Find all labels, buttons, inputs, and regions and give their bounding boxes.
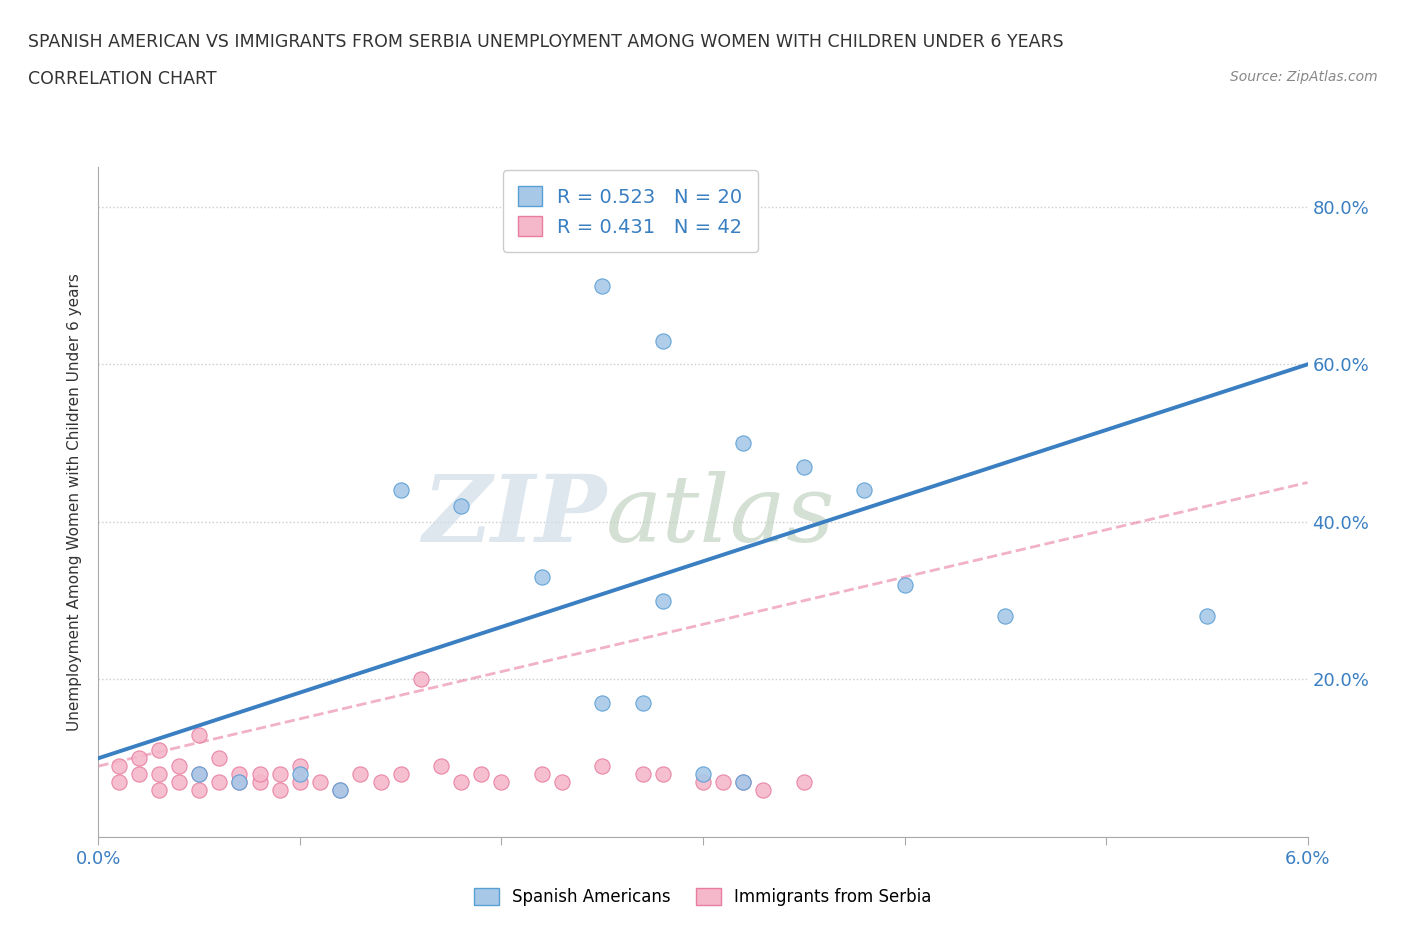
Point [288, 766, 311, 781]
Point [148, 743, 170, 758]
Point [591, 696, 613, 711]
Point [893, 578, 915, 592]
Point [470, 766, 492, 781]
Point [651, 766, 673, 781]
Point [228, 775, 250, 790]
Point [551, 775, 574, 790]
Point [148, 782, 170, 797]
Point [269, 782, 291, 797]
Point [853, 483, 876, 498]
Point [450, 775, 472, 790]
Point [651, 333, 673, 348]
Point [249, 775, 271, 790]
Text: atlas: atlas [606, 471, 835, 561]
Point [409, 672, 432, 687]
Point [733, 775, 755, 790]
Point [188, 766, 211, 781]
Point [329, 782, 352, 797]
Text: CORRELATION CHART: CORRELATION CHART [28, 70, 217, 87]
Point [208, 775, 231, 790]
Legend: Spanish Americans, Immigrants from Serbia: Spanish Americans, Immigrants from Serbi… [468, 881, 938, 912]
Point [228, 775, 250, 790]
Point [692, 775, 714, 790]
Text: Source: ZipAtlas.com: Source: ZipAtlas.com [1230, 70, 1378, 84]
Point [733, 775, 755, 790]
Point [128, 751, 150, 765]
Point [651, 593, 673, 608]
Point [591, 759, 613, 774]
Point [430, 759, 453, 774]
Point [692, 766, 714, 781]
Point [249, 766, 271, 781]
Point [128, 766, 150, 781]
Point [188, 727, 211, 742]
Point [631, 766, 654, 781]
Point [208, 751, 231, 765]
Point [370, 775, 392, 790]
Point [491, 775, 513, 790]
Point [188, 766, 211, 781]
Point [329, 782, 352, 797]
Text: ZIP: ZIP [422, 471, 606, 561]
Point [530, 569, 553, 584]
Point [167, 775, 190, 790]
Point [269, 766, 291, 781]
Point [228, 766, 250, 781]
Point [793, 459, 815, 474]
Point [793, 775, 815, 790]
Point [450, 498, 472, 513]
Point [530, 766, 553, 781]
Point [752, 782, 775, 797]
Point [994, 609, 1017, 624]
Point [711, 775, 734, 790]
Point [349, 766, 371, 781]
Point [288, 759, 311, 774]
Point [309, 775, 332, 790]
Point [1195, 609, 1218, 624]
Point [107, 775, 129, 790]
Point [288, 775, 311, 790]
Legend: R = 0.523   N = 20, R = 0.431   N = 42: R = 0.523 N = 20, R = 0.431 N = 42 [503, 170, 758, 252]
Point [148, 766, 170, 781]
Point [389, 483, 412, 498]
Point [733, 435, 755, 450]
Text: SPANISH AMERICAN VS IMMIGRANTS FROM SERBIA UNEMPLOYMENT AMONG WOMEN WITH CHILDRE: SPANISH AMERICAN VS IMMIGRANTS FROM SERB… [28, 33, 1064, 50]
Point [389, 766, 412, 781]
Point [107, 759, 129, 774]
Point [188, 782, 211, 797]
Point [591, 278, 613, 293]
Y-axis label: Unemployment Among Women with Children Under 6 years: Unemployment Among Women with Children U… [67, 273, 83, 731]
Point [631, 696, 654, 711]
Point [167, 759, 190, 774]
